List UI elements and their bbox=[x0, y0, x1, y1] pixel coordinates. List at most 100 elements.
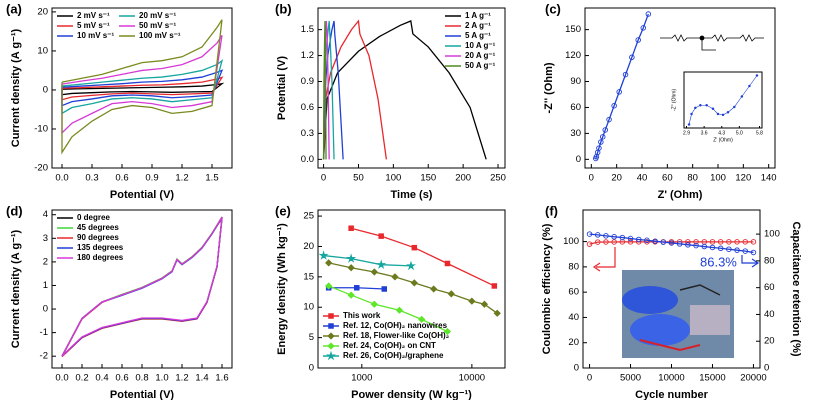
y-tick-label: 20 bbox=[303, 241, 314, 252]
x-tick-label: 3.6 bbox=[701, 130, 708, 136]
series-line bbox=[589, 233, 754, 254]
legend-label: 135 degrees bbox=[77, 243, 124, 252]
marker bbox=[676, 241, 683, 247]
marker bbox=[627, 239, 634, 245]
y-tick-label: 0.9 bbox=[301, 76, 314, 87]
y-tick-label: 0 bbox=[574, 363, 579, 374]
legend-marker bbox=[326, 350, 336, 361]
x-tick-label: 0 bbox=[589, 173, 594, 184]
legend-label: 5 A g⁻¹ bbox=[465, 31, 491, 40]
y-tick-label: 0 bbox=[43, 84, 48, 95]
x-tick-label: 5.8 bbox=[756, 130, 763, 136]
y-tick-label: -2 bbox=[40, 351, 48, 362]
marker bbox=[622, 71, 629, 78]
marker bbox=[603, 239, 609, 245]
series-line bbox=[61, 69, 224, 107]
annotation: 86.3% bbox=[700, 254, 737, 269]
x-tick-label: 20000 bbox=[740, 373, 766, 384]
series-line bbox=[322, 20, 487, 160]
x-tick-label: 40 bbox=[637, 173, 648, 184]
x-tick-label: 150 bbox=[420, 173, 436, 184]
marker bbox=[598, 139, 604, 145]
marker bbox=[348, 225, 354, 231]
marker bbox=[734, 247, 740, 253]
y-tick-label: 10 bbox=[37, 45, 48, 56]
x-tick-label: 1.0 bbox=[155, 373, 168, 384]
x-tick-label: 120 bbox=[735, 173, 751, 184]
marker bbox=[640, 25, 647, 31]
marker bbox=[447, 290, 455, 298]
legend-label: 50 mV s⁻¹ bbox=[139, 21, 176, 30]
legend-label: 90 degrees bbox=[77, 233, 119, 242]
x-axis-label: Cycle number bbox=[635, 389, 708, 400]
x-tick-label: 10000 bbox=[658, 373, 684, 384]
x-tick-label: 20 bbox=[611, 173, 622, 184]
y-tick-label: 1.2 bbox=[301, 50, 314, 61]
marker bbox=[378, 233, 384, 239]
y-tick-label: 5 bbox=[309, 332, 314, 343]
legend-label: 0 degree bbox=[77, 213, 110, 222]
marker bbox=[586, 231, 593, 237]
marker bbox=[721, 113, 725, 117]
marker bbox=[444, 260, 451, 267]
marker bbox=[726, 246, 732, 252]
marker bbox=[717, 239, 724, 245]
x-tick-label: 0 bbox=[321, 173, 326, 184]
marker bbox=[755, 74, 759, 77]
marker bbox=[346, 253, 357, 263]
marker bbox=[711, 107, 715, 110]
marker bbox=[599, 134, 606, 140]
plot-frame bbox=[683, 71, 763, 129]
legend-marker bbox=[328, 313, 334, 319]
marker bbox=[750, 249, 757, 256]
x-axis-label: Time (s) bbox=[391, 189, 433, 201]
legend-label: 180 degrees bbox=[77, 253, 124, 262]
x-tick-label: 5.0 bbox=[736, 130, 743, 136]
y2-axis-label: Capacitance retention (%) bbox=[790, 221, 802, 356]
series-line bbox=[61, 82, 225, 96]
marker bbox=[709, 244, 716, 251]
x-axis-label: Power density (W kg⁻¹) bbox=[351, 389, 472, 400]
legend-label: 2 mV s⁻¹ bbox=[77, 11, 110, 20]
series-line bbox=[323, 254, 412, 267]
series-line bbox=[61, 216, 223, 357]
marker bbox=[693, 239, 699, 245]
marker bbox=[644, 239, 650, 245]
marker bbox=[595, 239, 601, 245]
legend-marker bbox=[327, 332, 335, 340]
marker bbox=[645, 11, 652, 17]
marker bbox=[411, 244, 418, 251]
x-tick-label: 1.2 bbox=[175, 173, 188, 184]
y-tick-label: -1 bbox=[40, 327, 48, 338]
marker bbox=[354, 285, 360, 291]
legend-label: 20 A g⁻¹ bbox=[465, 51, 496, 60]
marker bbox=[709, 239, 716, 245]
series-line bbox=[328, 262, 498, 314]
marker bbox=[410, 279, 418, 287]
y-tick-label: 1 bbox=[43, 280, 48, 291]
marker bbox=[699, 103, 702, 107]
y-tick-label: 0 bbox=[43, 304, 48, 315]
series-line bbox=[328, 285, 448, 333]
series-line bbox=[61, 19, 223, 155]
y-tick-label: 10 bbox=[303, 302, 314, 313]
marker bbox=[627, 235, 634, 242]
marker bbox=[381, 286, 388, 292]
legend-label: Ref. 12, Co(OH)₂ nanowires bbox=[343, 321, 448, 330]
marker bbox=[652, 238, 658, 244]
marker bbox=[480, 300, 489, 308]
marker bbox=[690, 112, 693, 116]
marker bbox=[705, 103, 708, 107]
y-tick-label: 4 bbox=[43, 209, 48, 220]
marker bbox=[660, 239, 667, 245]
x-tick-label: 15000 bbox=[699, 373, 725, 384]
y-tick-label: 40 bbox=[568, 312, 579, 323]
x-tick-label: 0.0 bbox=[55, 173, 68, 184]
y2-tick-label: 60 bbox=[764, 282, 775, 293]
legend-label: This work bbox=[343, 311, 381, 320]
y-tick-label: 0.6 bbox=[301, 102, 314, 113]
marker bbox=[687, 123, 691, 126]
legend-label: 10 mV s⁻¹ bbox=[77, 31, 114, 40]
marker bbox=[629, 54, 635, 61]
marker bbox=[685, 242, 691, 248]
